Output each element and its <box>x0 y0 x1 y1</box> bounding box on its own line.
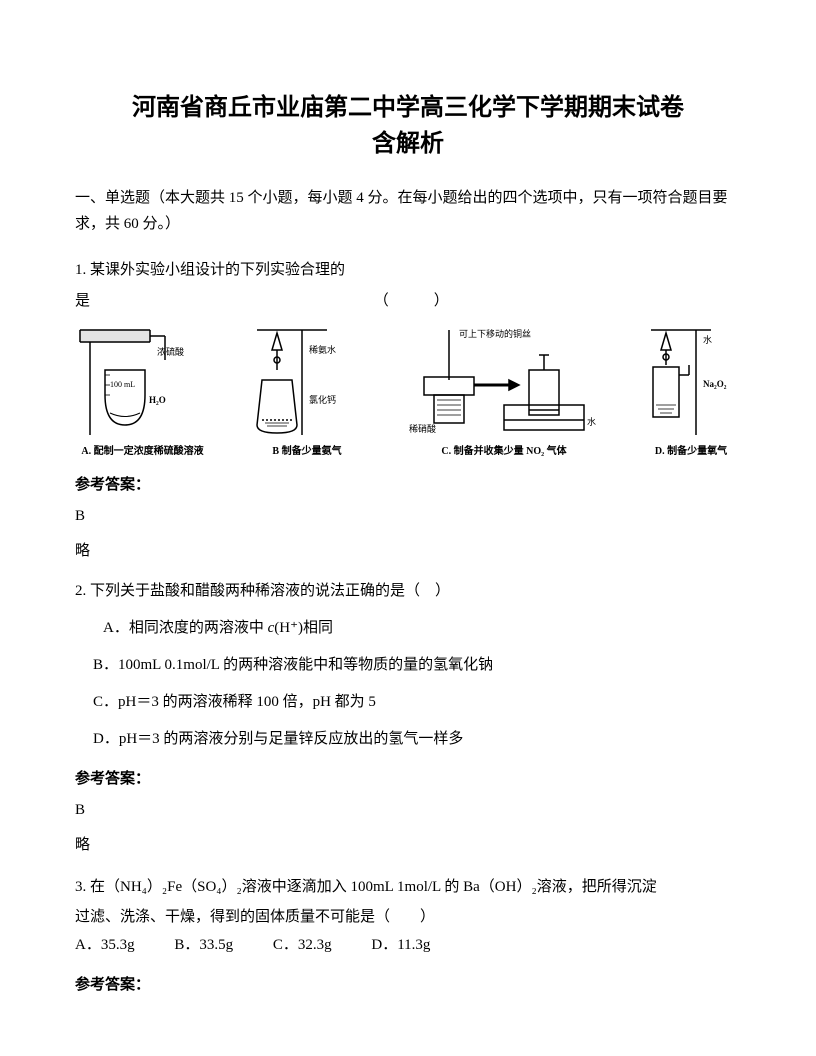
caption-c: C. 制备并收集少量 NO₂ 气体 <box>441 442 566 457</box>
q2-a-suffix: (H⁺)相同 <box>274 620 333 636</box>
figure-c: 可上下移动的铜丝 稀硝酸 水 C. 制备并收集少量 NO₂ 气体 <box>404 325 604 457</box>
q3-answer-label: 参考答案： <box>75 973 741 994</box>
apparatus-b-svg: 稀氨水 氯化钙 <box>247 325 367 440</box>
q2-option-b: B．100mL 0.1mol/L 的两种溶液能中和等物质的量的氢氧化钠 <box>93 652 741 679</box>
q2-answer-label: 参考答案： <box>75 767 741 788</box>
label-b-ammonia: 稀氨水 <box>309 344 336 355</box>
q1-text: 1. 某课外实验小组设计的下列实验合理的 <box>75 257 741 284</box>
q1-brief: 略 <box>75 539 741 560</box>
q2-option-d: D．pH＝3 的两溶液分别与足量锌反应放出的氢气一样多 <box>93 726 741 753</box>
q2-option-a: A．相同浓度的两溶液中 c(H⁺)相同 <box>103 615 741 642</box>
q1-cont-text: 是 <box>75 293 90 309</box>
apparatus-c-svg: 可上下移动的铜丝 稀硝酸 水 <box>404 325 604 440</box>
q2-answer: B <box>75 802 741 819</box>
q3-options: A．35.3g B．33.5g C．32.3g D．11.3g <box>75 932 741 959</box>
section-one-header: 一、单选题（本大题共 15 个小题，每小题 4 分。在每小题给出的四个选项中，只… <box>75 186 741 237</box>
label-a-vol: 100 mL <box>110 380 135 389</box>
label-c-wire: 可上下移动的铜丝 <box>459 328 531 339</box>
q3-option-b: B．33.5g <box>174 937 233 953</box>
q1-answer: B <box>75 508 741 525</box>
title-line-1: 河南省商丘市业庙第二中学高三化学下学期期末试卷 <box>75 90 741 126</box>
q1-figures: 浓硫酸 100 mL H₂O A. 配制一定浓度稀硫酸溶液 稀氨水 氯化钙 B … <box>75 325 741 457</box>
label-a-acid: 浓硫酸 <box>157 346 184 357</box>
caption-b: B 制备少量氨气 <box>272 442 341 457</box>
exam-title: 河南省商丘市业庙第二中学高三化学下学期期末试卷 含解析 <box>75 90 741 162</box>
label-a-h2o: H₂O <box>149 395 166 405</box>
figure-b: 稀氨水 氯化钙 B 制备少量氨气 <box>247 325 367 457</box>
apparatus-d-svg: 水 Na₂O₂ <box>641 325 741 440</box>
q3-option-c: C．32.3g <box>273 937 332 953</box>
q3-option-a: A．35.3g <box>75 937 135 953</box>
label-c-water: 水 <box>587 416 596 427</box>
q1-paren: （ ） <box>374 288 449 315</box>
q2-brief: 略 <box>75 833 741 854</box>
label-c-acid: 稀硝酸 <box>409 423 436 434</box>
label-d-water: 水 <box>703 334 712 345</box>
apparatus-a-svg: 浓硫酸 100 mL H₂O <box>75 325 210 440</box>
q3-text-p2: 过滤、洗涤、干燥，得到的固体质量不可能是（ ） <box>75 902 741 932</box>
figure-d: 水 Na₂O₂ D. 制备少量氧气 <box>641 325 741 457</box>
label-b-cacl2: 氯化钙 <box>309 394 336 405</box>
q3-text-p1: 3. 在（NH₄）₂Fe（SO₄）₂溶液中逐滴加入 100mL 1mol/L 的… <box>75 872 741 902</box>
q2-a-prefix: A．相同浓度的两溶液中 <box>103 620 268 636</box>
q2-option-c: C．pH＝3 的两溶液稀释 100 倍，pH 都为 5 <box>93 689 741 716</box>
caption-d: D. 制备少量氧气 <box>655 442 727 457</box>
q1-answer-label: 参考答案： <box>75 473 741 494</box>
q1-continuation: 是 （ ） <box>75 288 741 315</box>
title-line-2: 含解析 <box>75 126 741 162</box>
caption-a: A. 配制一定浓度稀硫酸溶液 <box>81 442 203 457</box>
figure-a: 浓硫酸 100 mL H₂O A. 配制一定浓度稀硫酸溶液 <box>75 325 210 457</box>
q3-option-d: D．11.3g <box>371 937 430 953</box>
q2-text: 2. 下列关于盐酸和醋酸两种稀溶液的说法正确的是（ ） <box>75 578 741 605</box>
label-d-na2o2: Na₂O₂ <box>703 379 727 389</box>
